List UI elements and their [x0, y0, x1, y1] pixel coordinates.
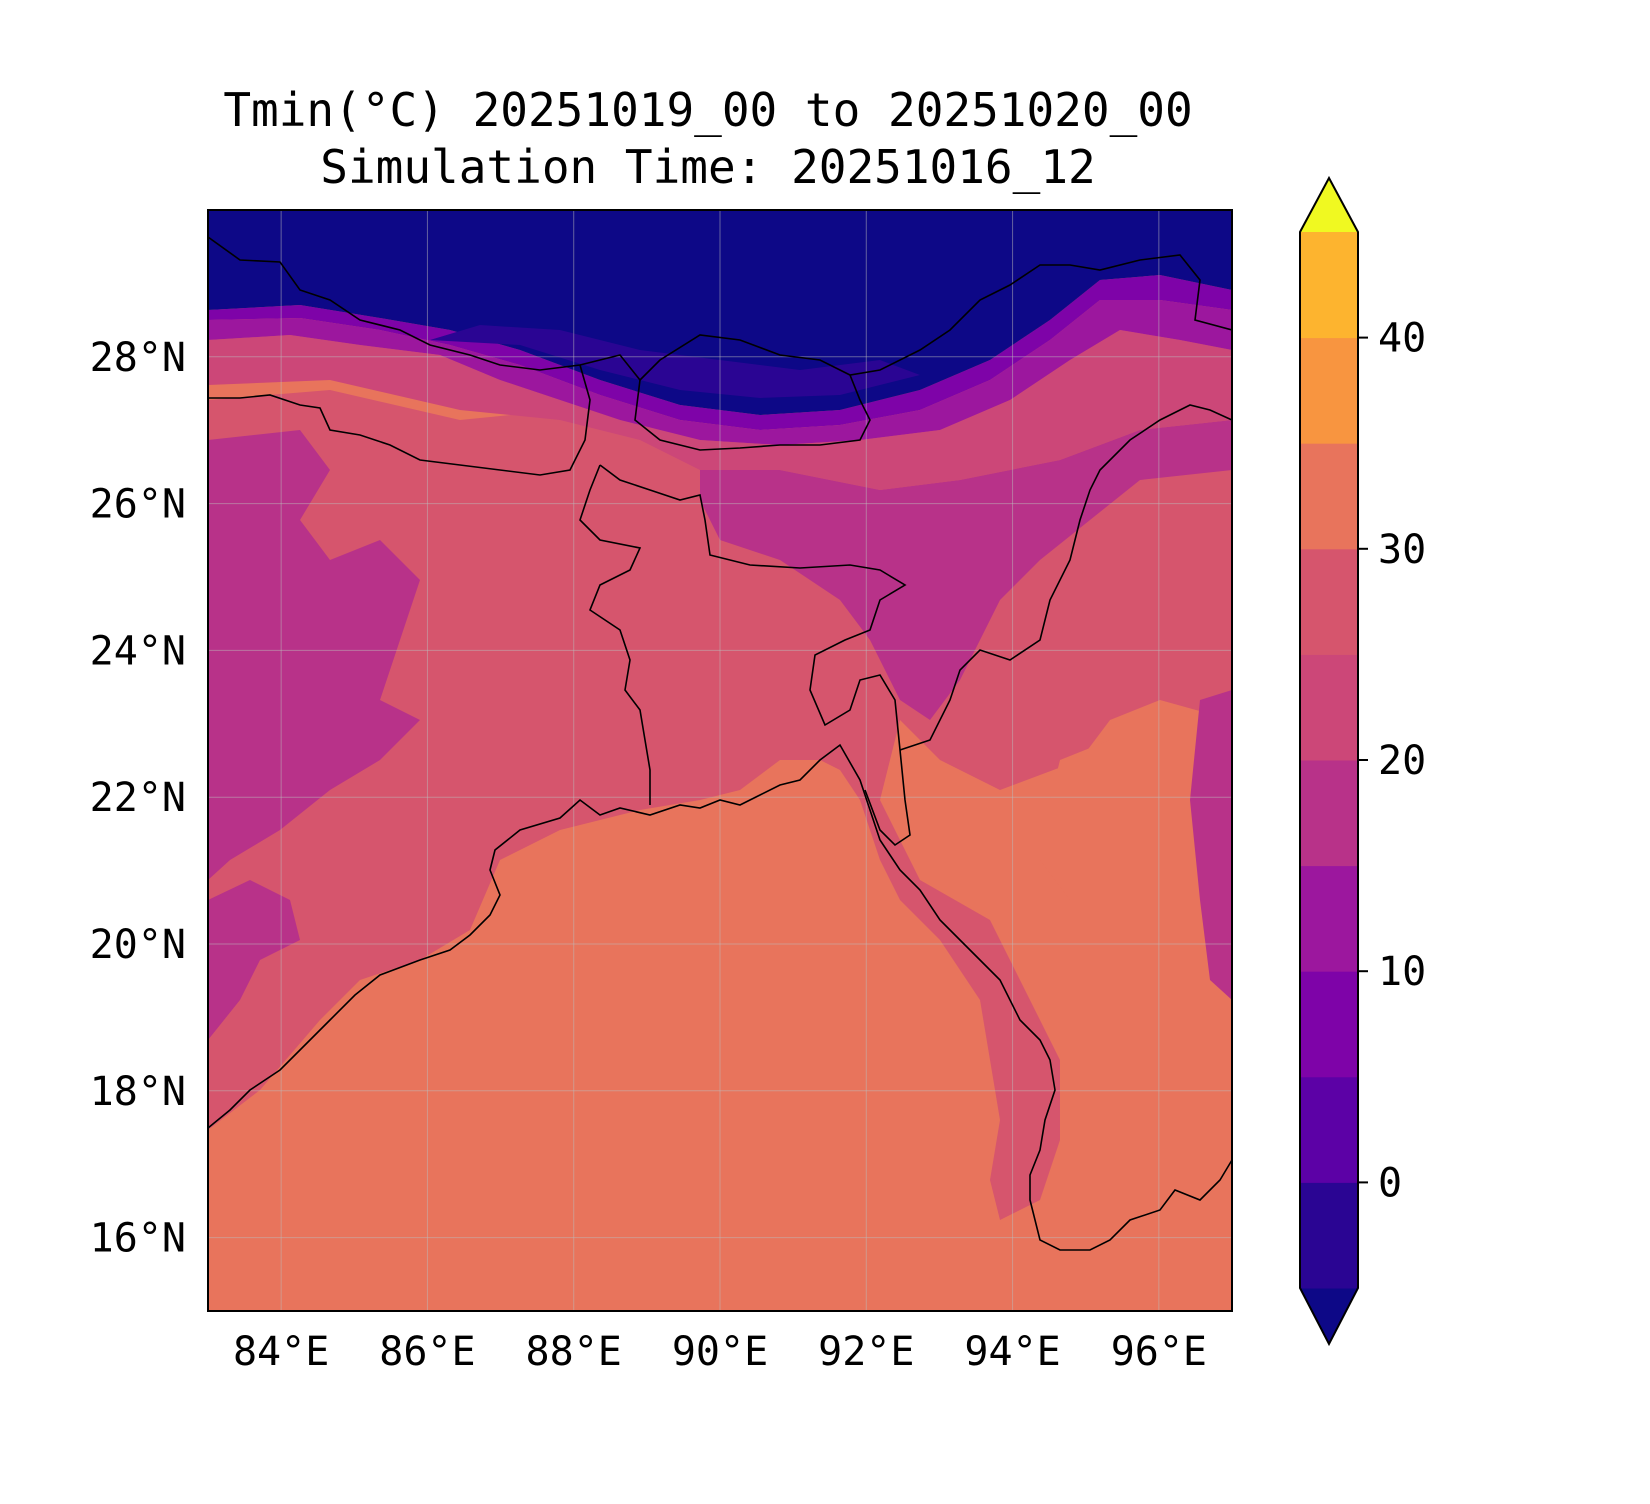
colorbar-segment [1300, 760, 1358, 867]
y-tick-label: 24°N [90, 628, 186, 674]
nepal-india-border [208, 364, 591, 476]
chart-subtitle: Simulation Time: 20251016_12 [320, 140, 1095, 194]
y-tick-label: 18°N [90, 1069, 186, 1115]
colorbar-tick-label: 40 [1378, 316, 1426, 362]
colorbar-outline [1299, 175, 1359, 1347]
coastlines-and-borders [208, 236, 1232, 1251]
colorbar-segment [1300, 232, 1358, 339]
colorbar-segment [1300, 971, 1358, 1078]
y-tick-label: 28°N [90, 335, 186, 381]
bangladesh-west-border [579, 464, 651, 805]
field-zone-foothill-band [208, 330, 1232, 490]
gridlines [208, 210, 1232, 1311]
colorbar-segment [1300, 654, 1358, 761]
y-tick-label: 20°N [90, 922, 186, 968]
chart-title: Tmin(°C) 20251019_00 to 20251020_00 [223, 83, 1192, 137]
colorbar-tick-label: 10 [1378, 949, 1426, 995]
colorbar-tick-label: 0 [1378, 1160, 1402, 1206]
colorbar-extend-max [1300, 178, 1358, 232]
field-zone-10-15 [208, 300, 1232, 445]
x-tick-label: 90°E [672, 1329, 768, 1375]
map-frame [207, 209, 1233, 1312]
y-axis-ticks: 28°N 26°N 24°N 22°N 20°N 18°N 16°N [90, 335, 186, 1262]
himalaya-border [208, 236, 1232, 382]
colorbar-segment [1300, 1182, 1358, 1289]
field-zone-5-10 [208, 275, 1232, 430]
field-zone-15-20-southwest [208, 880, 300, 1040]
x-tick-label: 92°E [818, 1329, 914, 1375]
colorbar-segment [1300, 337, 1358, 444]
x-tick-label: 96°E [1111, 1329, 1207, 1375]
field-zone-15-20-northeast [700, 420, 1232, 720]
x-tick-label: 84°E [233, 1329, 329, 1375]
colorbar: 40 30 20 10 0 [1299, 175, 1426, 1347]
bangladesh-east-border [599, 464, 911, 847]
myanmar-india-border [899, 404, 1232, 751]
x-tick-label: 94°E [964, 1329, 1060, 1375]
colorbar-segment [1300, 1076, 1358, 1183]
bay-of-bengal-coastline [208, 743, 1232, 1251]
y-tick-label: 22°N [90, 775, 186, 821]
colorbar-segment [1300, 548, 1358, 655]
field-zone-0-5 [430, 325, 920, 398]
field-zone-15-20-east [1190, 690, 1232, 1000]
field-zone-15-20-west [208, 430, 420, 880]
y-tick-label: 16°N [90, 1216, 186, 1262]
colorbar-extend-min [1300, 1288, 1358, 1344]
colorbar-tick-label: 20 [1378, 738, 1426, 784]
y-tick-label: 26°N [90, 482, 186, 528]
bhutan-border [634, 374, 871, 451]
x-axis-ticks: 84°E 86°E 88°E 90°E 92°E 94°E 96°E [233, 1329, 1207, 1375]
colorbar-segment [1300, 443, 1358, 550]
field-warm-patch-east [1040, 740, 1160, 980]
colorbar-segment [1300, 865, 1358, 972]
colorbar-tick-label: 30 [1378, 527, 1426, 573]
x-tick-label: 88°E [526, 1329, 622, 1375]
x-tick-label: 86°E [379, 1329, 475, 1375]
